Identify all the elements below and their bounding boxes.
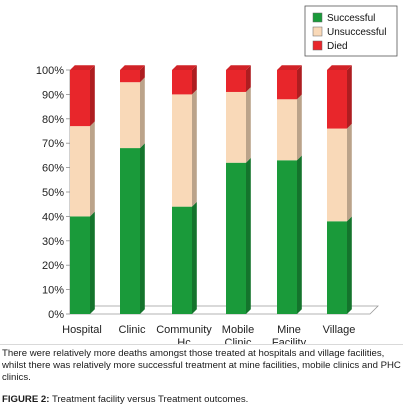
- bar-died-front: [172, 70, 192, 95]
- chart-panel: 0% 10% 20% 30% 40% 50% 60% 70% 80% 90% 100% Hospita…: [35, 5, 398, 344]
- bar-successful-front: [172, 206, 192, 314]
- bar-successful-side: [192, 201, 197, 314]
- bar-died-front: [120, 70, 140, 83]
- legend-label-died: Died: [327, 41, 348, 52]
- y-tick-label: 100%: [36, 65, 64, 77]
- bar-died-top: [70, 65, 95, 70]
- x-tick-label: Hospital: [62, 324, 102, 336]
- bar-unsuccessful-front: [172, 94, 192, 207]
- bar-died-top: [327, 65, 352, 70]
- legend-label-successful: Successful: [327, 13, 375, 24]
- y-tick-label: 40%: [42, 211, 64, 223]
- bar-unsuccessful-side: [192, 89, 197, 207]
- bar-died-side: [140, 65, 145, 83]
- x-tick-label: Village: [323, 324, 356, 336]
- bar-unsuccessful-front: [277, 99, 297, 161]
- bar-died-front: [277, 70, 297, 100]
- bar-died-front: [70, 70, 90, 127]
- figure-title-line: FIGURE 2: Treatment facility versus Trea…: [2, 394, 401, 405]
- y-tick-label: 0%: [48, 309, 64, 321]
- bar-died-side: [90, 65, 95, 127]
- y-tick-label: 70%: [42, 138, 64, 150]
- x-tick-label: Facility: [272, 337, 307, 344]
- bar-unsuccessful-side: [90, 121, 95, 217]
- bar-unsuccessful-front: [226, 91, 246, 163]
- bar-died-side: [347, 65, 352, 129]
- bar-died-top: [277, 65, 302, 70]
- x-tick-label: Mine: [277, 324, 301, 336]
- bar-died-side: [297, 65, 302, 100]
- legend-swatch-successful: [312, 12, 323, 23]
- bar-died-side: [246, 65, 251, 92]
- figure-label: FIGURE 2:: [2, 394, 50, 405]
- bar-successful-front: [277, 160, 297, 314]
- bar-died-front: [327, 70, 347, 129]
- bar-successful-side: [297, 155, 302, 314]
- y-tick-label: 80%: [42, 114, 64, 126]
- bar-died-front: [226, 70, 246, 92]
- bar-died-top: [226, 65, 251, 70]
- bar-successful-front: [327, 221, 347, 314]
- bar-successful-front: [70, 216, 90, 314]
- y-tick-label: 60%: [42, 163, 64, 175]
- bar-died-top: [172, 65, 197, 70]
- bar-unsuccessful-side: [297, 94, 302, 161]
- bar-unsuccessful-side: [246, 87, 251, 163]
- stacked-bar-chart: 0% 10% 20% 30% 40% 50% 60% 70% 80% 90% 100% Hospita…: [36, 5, 398, 344]
- legend-label-unsuccessful: Unsuccessful: [327, 27, 386, 38]
- x-tick-label: Clinic: [119, 324, 146, 336]
- bar-successful-front: [226, 162, 246, 314]
- y-tick-label: 10%: [42, 285, 64, 297]
- y-tick-label: 90%: [42, 89, 64, 101]
- y-tick-label: 50%: [42, 187, 64, 199]
- bar-successful-front: [120, 148, 140, 314]
- bar-unsuccessful-side: [347, 123, 352, 222]
- bar-unsuccessful-front: [327, 128, 347, 222]
- bar-unsuccessful-front: [120, 82, 140, 149]
- bar-successful-side: [90, 211, 95, 314]
- legend-swatch-unsuccessful: [312, 26, 323, 37]
- bar-unsuccessful-front: [70, 126, 90, 217]
- bar-unsuccessful-side: [140, 77, 145, 149]
- bar-successful-side: [347, 216, 352, 314]
- divider: [0, 344, 403, 345]
- figure-caption: There were relatively more deaths amongs…: [2, 348, 401, 384]
- bar-successful-side: [140, 143, 145, 314]
- bar-died-top: [120, 65, 145, 70]
- bar-died-side: [192, 65, 197, 95]
- x-tick-label: Clinic: [225, 337, 252, 344]
- legend-swatch-died: [312, 40, 323, 51]
- x-tick-label: Hc: [177, 337, 191, 344]
- y-tick-label: 20%: [42, 260, 64, 272]
- x-tick-label: Community: [156, 324, 212, 336]
- x-tick-label: Mobile: [222, 324, 254, 336]
- figure-title: Treatment facility versus Treatment outc…: [51, 394, 249, 405]
- bar-successful-side: [246, 157, 251, 314]
- y-tick-label: 30%: [42, 236, 64, 248]
